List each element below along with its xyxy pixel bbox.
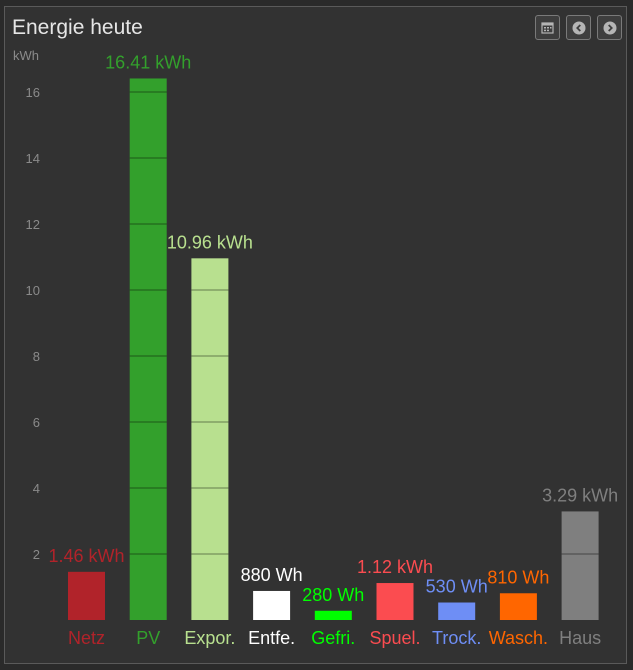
toolbar <box>535 15 622 40</box>
previous-day-button[interactable] <box>566 15 591 40</box>
bar-entfe[interactable] <box>253 590 291 620</box>
category-label: Expor. <box>184 628 235 648</box>
category-label: Gefri. <box>311 628 355 648</box>
category-label: Spuel. <box>369 628 420 648</box>
value-label: 1.46 kWh <box>48 546 124 566</box>
calendar-button[interactable] <box>535 15 560 40</box>
y-tick-label: 16 <box>26 85 40 100</box>
category-label: Wasch. <box>489 628 548 648</box>
category-label: Haus <box>559 628 601 648</box>
value-label: 280 Wh <box>302 585 364 605</box>
bar-netz[interactable] <box>68 571 105 620</box>
category-label: Trock. <box>432 628 481 648</box>
energy-card: Energie heute <box>4 6 627 664</box>
bar-gefri[interactable] <box>314 610 352 620</box>
y-tick-label: 6 <box>33 415 40 430</box>
next-day-button[interactable] <box>597 15 622 40</box>
chevron-right-icon <box>603 21 616 34</box>
y-axis-unit-label: kWh <box>13 48 39 63</box>
category-label: PV <box>136 628 160 648</box>
y-tick-label: 8 <box>33 349 40 364</box>
y-tick-label: 2 <box>33 547 40 562</box>
value-label: 810 Wh <box>487 567 549 587</box>
chevron-left-icon <box>572 21 585 34</box>
calendar-icon <box>541 22 554 34</box>
bar-wasch[interactable] <box>499 593 537 620</box>
value-label: 880 Wh <box>241 565 303 585</box>
bar-trock[interactable] <box>438 602 476 620</box>
bar-spuel[interactable] <box>376 583 414 620</box>
y-tick-label: 12 <box>26 217 40 232</box>
page-title: Energie heute <box>12 16 143 39</box>
y-tick-label: 10 <box>26 283 40 298</box>
bar-expor[interactable] <box>191 258 229 620</box>
category-label: Entfe. <box>248 628 295 648</box>
value-label: 530 Wh <box>426 577 488 597</box>
value-label: 16.41 kWh <box>105 52 191 72</box>
value-label: 10.96 kWh <box>167 232 253 252</box>
bar-haus[interactable] <box>561 511 599 620</box>
y-tick-label: 4 <box>33 481 40 496</box>
bar-pv[interactable] <box>129 78 167 621</box>
value-label: 3.29 kWh <box>542 485 618 505</box>
category-label: Netz <box>68 628 105 648</box>
value-label: 1.12 kWh <box>357 557 433 577</box>
y-tick-label: 14 <box>26 151 40 166</box>
